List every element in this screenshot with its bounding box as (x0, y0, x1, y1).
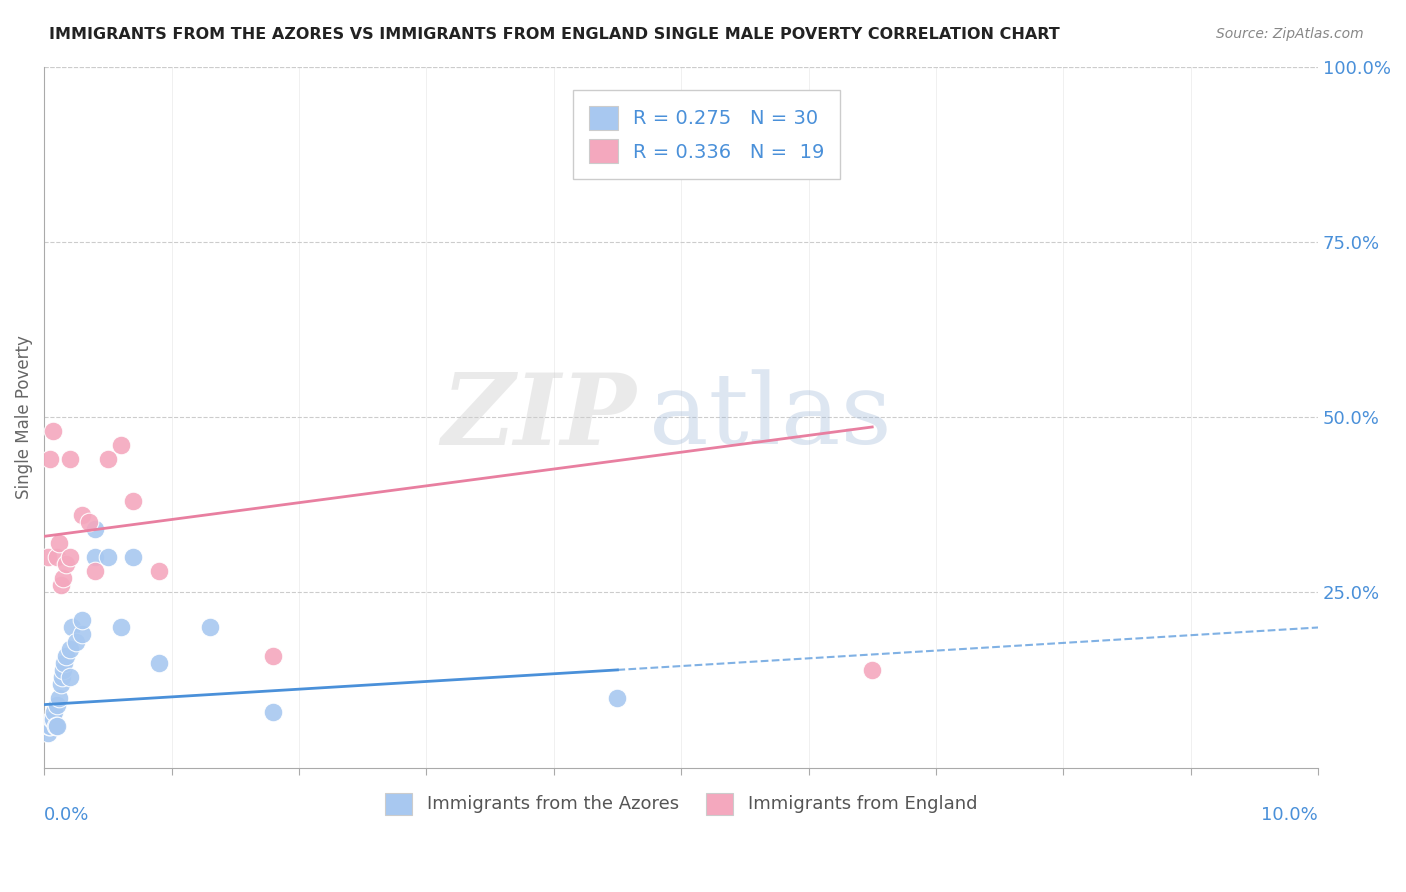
Point (48, 690, 70, 705)
Point (37, 725, 59, 739)
Point (110, 620, 132, 634)
Point (55, 648, 77, 663)
Point (51, 669, 73, 683)
Point (55, 558, 77, 572)
Point (58, 669, 80, 683)
Text: Source: ZipAtlas.com: Source: ZipAtlas.com (1216, 27, 1364, 41)
Point (45, 718, 67, 732)
Point (262, 648, 284, 663)
Point (49, 676, 72, 690)
Y-axis label: Single Male Poverty: Single Male Poverty (15, 335, 32, 500)
Point (97, 452, 120, 467)
Text: 10.0%: 10.0% (1261, 806, 1319, 824)
Point (97, 550, 120, 565)
Point (72, 508, 94, 523)
Point (198, 620, 221, 634)
Point (84, 550, 107, 565)
Point (49, 578, 72, 592)
Point (53, 656, 76, 670)
Point (60, 620, 83, 634)
Point (262, 705, 284, 719)
Point (41, 712, 63, 726)
Point (110, 438, 132, 452)
Text: 0.0%: 0.0% (44, 806, 90, 824)
Point (42, 712, 65, 726)
Point (860, 663, 883, 677)
Point (84, 522, 107, 536)
Point (58, 452, 80, 467)
Point (148, 565, 170, 579)
Text: atlas: atlas (650, 369, 891, 465)
Point (72, 627, 94, 641)
Point (84, 565, 107, 579)
Point (72, 614, 94, 628)
Point (45, 718, 67, 732)
Text: IMMIGRANTS FROM THE AZORES VS IMMIGRANTS FROM ENGLAND SINGLE MALE POVERTY CORREL: IMMIGRANTS FROM THE AZORES VS IMMIGRANTS… (49, 27, 1060, 42)
Point (122, 550, 145, 565)
Point (48, 536, 70, 550)
Point (148, 656, 170, 670)
Point (65, 634, 87, 648)
Point (37, 550, 59, 565)
Point (39, 452, 62, 467)
Point (45, 550, 67, 565)
Point (39, 718, 62, 732)
Point (44, 705, 66, 719)
Point (122, 494, 145, 508)
Point (58, 550, 80, 565)
Point (606, 690, 628, 705)
Point (38, 718, 60, 732)
Point (42, 424, 65, 438)
Point (58, 641, 80, 656)
Point (52, 663, 75, 677)
Point (52, 571, 75, 585)
Text: ZIP: ZIP (441, 369, 637, 466)
Point (45, 698, 67, 712)
Point (77, 516, 100, 530)
Legend: Immigrants from the Azores, Immigrants from England: Immigrants from the Azores, Immigrants f… (378, 785, 984, 822)
